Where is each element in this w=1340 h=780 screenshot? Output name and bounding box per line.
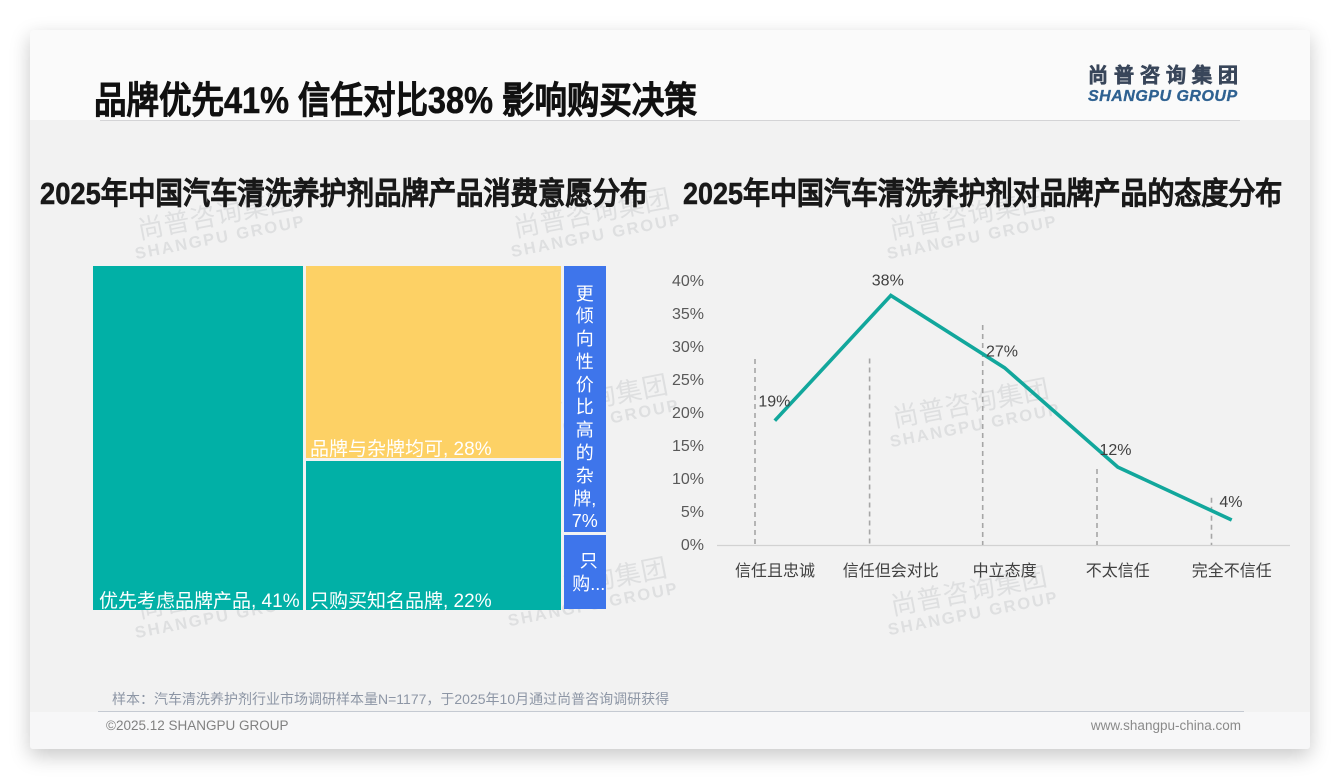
- svg-text:5%: 5%: [681, 504, 704, 521]
- svg-text:38%: 38%: [872, 273, 904, 290]
- svg-text:不太信任: 不太信任: [1086, 562, 1150, 580]
- svg-text:信任但会对比: 信任但会对比: [843, 562, 939, 580]
- svg-text:20%: 20%: [672, 405, 704, 422]
- svg-text:信任且忠诚: 信任且忠诚: [735, 562, 815, 580]
- svg-text:35%: 35%: [672, 306, 704, 323]
- svg-text:0%: 0%: [681, 537, 704, 554]
- svg-text:19%: 19%: [758, 394, 790, 411]
- svg-text:中立态度: 中立态度: [973, 562, 1037, 580]
- svg-text:4%: 4%: [1219, 494, 1242, 511]
- svg-text:完全不信任: 完全不信任: [1192, 562, 1272, 580]
- svg-text:25%: 25%: [672, 372, 704, 389]
- svg-text:15%: 15%: [672, 438, 704, 455]
- svg-text:30%: 30%: [672, 339, 704, 356]
- svg-text:40%: 40%: [672, 273, 704, 290]
- svg-text:10%: 10%: [672, 471, 704, 488]
- svg-text:12%: 12%: [1099, 442, 1131, 459]
- svg-text:27%: 27%: [986, 344, 1018, 361]
